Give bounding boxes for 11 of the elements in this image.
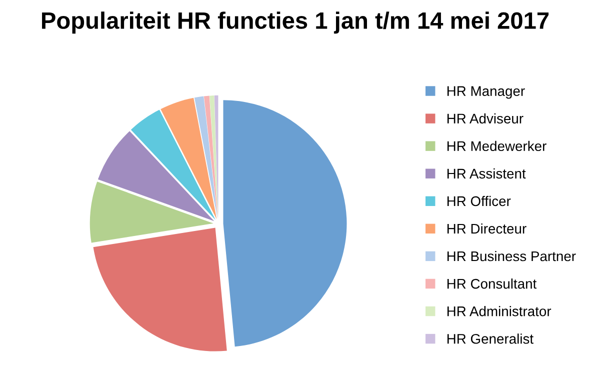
legend-label: HR Medewerker <box>447 140 546 152</box>
legend-label: HR Administrator <box>447 306 552 316</box>
legend-label: HR Manager <box>447 86 525 99</box>
legend-label: HR Consultant <box>447 278 537 289</box>
legend-label: HR Adviseur <box>447 113 524 124</box>
legend-label: HR Directeur <box>447 223 526 234</box>
legend-label: HR Officer <box>447 196 511 206</box>
legend-label: HR Generalist <box>447 334 534 344</box>
chart-title: Populariteit HR functies 1 jan t/m 14 mei 2017 <box>42 12 549 34</box>
legend-label: HR Business Partner <box>447 250 576 262</box>
legend-label: HR Assistent <box>447 168 526 179</box>
